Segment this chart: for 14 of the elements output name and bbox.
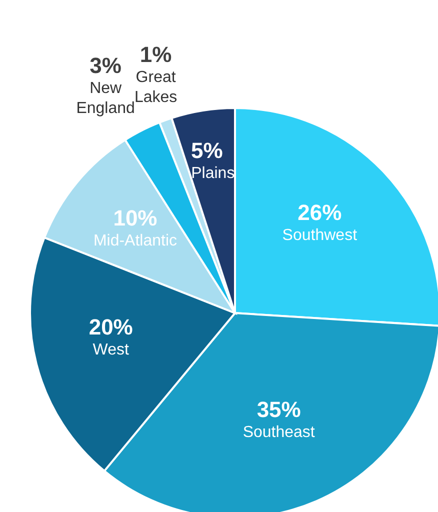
data-label: 20% — [88, 314, 133, 340]
data-label: 10% — [113, 206, 158, 231]
slice-label: New England — [76, 80, 135, 117]
slice-label: West — [92, 342, 130, 359]
slice-label: Southwest — [282, 226, 358, 244]
data-label: 1% — [140, 42, 172, 67]
slice-label: Southeast — [242, 424, 316, 441]
data-label: 35% — [256, 396, 301, 422]
slice-label: Mid-Atlantic — [93, 232, 178, 250]
slice-label: Plains — [191, 165, 235, 182]
data-label: 3% — [90, 52, 122, 78]
data-label: 26% — [298, 200, 342, 225]
data-label: 5% — [191, 138, 223, 164]
slice-label: Great Lakes — [134, 68, 178, 106]
